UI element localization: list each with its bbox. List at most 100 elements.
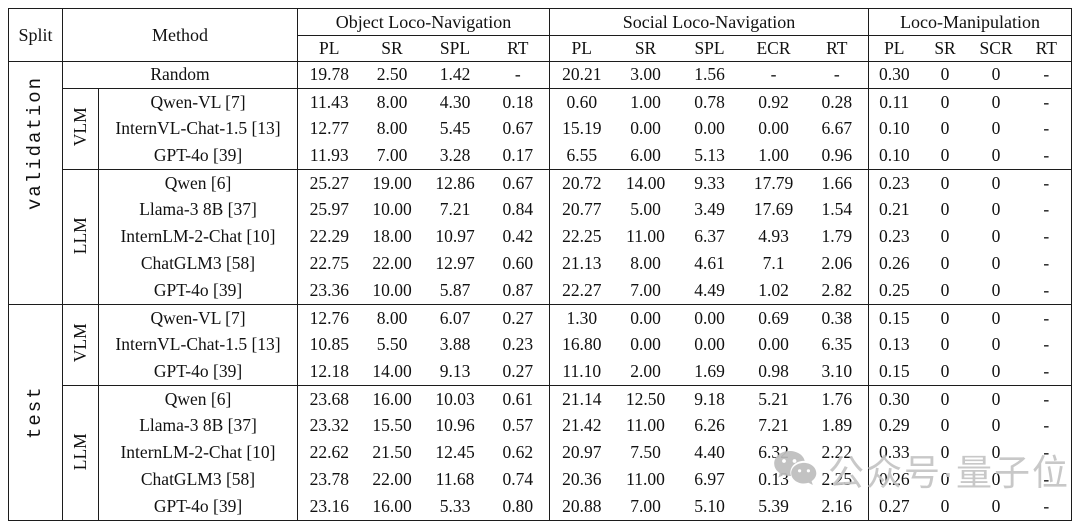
table-row: ChatGLM3 [58] 22.75 22.00 12.97 0.60 21.13 8.0…	[9, 250, 1072, 278]
metric-value-cell: 0.62	[486, 439, 551, 467]
metric-value-cell: 0.26	[878, 469, 910, 490]
metric-value-cell: 0.61	[486, 385, 551, 413]
split-label-cell: test	[8, 304, 63, 521]
metric-value-cell: 0.15	[868, 358, 920, 386]
metric-value-cell: 0.00	[694, 334, 725, 355]
metric-value-cell: 2.25	[805, 466, 870, 494]
group-header-object-loco-navigation: Object Loco-Navigation	[297, 8, 551, 36]
metric-value-cell: -	[1043, 226, 1050, 247]
metric-value-cell: 0	[991, 469, 1001, 490]
metric-value-cell: 22.75	[309, 253, 349, 274]
metric-value-cell: 20.36	[562, 469, 602, 490]
metric-value-cell: 23.32	[309, 415, 349, 436]
method-cell: Llama-3 8B [37]	[98, 412, 298, 440]
metric-value-cell: 9.18	[694, 388, 725, 409]
method-cell: InternVL-Chat-1.5 [13]	[98, 331, 298, 359]
table-row: ChatGLM3 [58] 23.78 22.00 11.68 0.74 20.36 11.…	[9, 466, 1072, 494]
metric-value-cell: 0	[991, 442, 1001, 463]
method-cell: InternLM-2-Chat [10]	[98, 439, 298, 467]
metric-value-cell: 12.76	[309, 307, 349, 328]
metric-value-cell: 1.66	[805, 169, 870, 197]
metric-value-cell: 0.15	[878, 307, 910, 328]
metric-value-cell: 6.07	[439, 307, 471, 328]
metric-value-cell: 10.00	[372, 199, 412, 220]
method-cell: Llama-3 8B [37]	[98, 196, 298, 224]
results-table: Split Method Object Loco-Navigation Soci…	[8, 8, 1073, 521]
metric-value-cell: 0.29	[878, 415, 910, 436]
metric-value-cell: 6.97	[694, 469, 725, 490]
metric-value-cell: 4.30	[439, 91, 471, 112]
method-cell: Random	[62, 61, 298, 89]
metric-value-cell: 7.00	[613, 493, 678, 521]
metric-value-cell: 11.43	[309, 91, 349, 112]
metric-value-cell: -	[741, 61, 806, 89]
metric-value-cell: 0.00	[758, 118, 789, 139]
metric-value-cell: 0	[970, 493, 1022, 521]
metric-value-cell: 7.1	[762, 253, 785, 274]
metric-value-cell: 0.18	[486, 88, 551, 116]
model-group-label: LLM	[69, 217, 90, 255]
metric-value-cell: 4.93	[758, 226, 789, 247]
metric-value-cell: 6.55	[549, 142, 614, 170]
metric-value-cell: 6.32	[758, 442, 789, 463]
metric-col-header: PL	[549, 35, 614, 62]
metric-value-cell: 12.50	[625, 388, 666, 409]
metric-col-header: SR	[360, 35, 424, 62]
metric-value-cell: 11.00	[626, 469, 665, 490]
metric-value-cell: -	[1043, 334, 1050, 355]
metric-value-cell: 0.74	[486, 466, 551, 494]
split-label: validation	[24, 75, 46, 210]
metric-value-cell: 4.49	[677, 277, 742, 305]
metric-col-header: PL	[868, 35, 920, 62]
metric-value-cell: 0	[940, 199, 950, 220]
metric-value-cell: 23.68	[309, 388, 349, 409]
metric-value-cell: 9.13	[423, 358, 487, 386]
col-header-method: Method	[62, 8, 298, 62]
metric-value-cell: 10.00	[360, 277, 424, 305]
metric-value-cell: -	[1043, 415, 1050, 436]
metric-value-cell: 0	[940, 118, 950, 139]
metric-value-cell: 20.72	[562, 172, 602, 193]
metric-value-cell: 3.00	[613, 61, 678, 89]
table-row: InternLM-2-Chat [10] 22.29 18.00 10.97 0.42 2…	[9, 223, 1072, 251]
metric-value-cell: 0.25	[868, 277, 920, 305]
metric-value-cell: 11.93	[297, 142, 361, 170]
model-group-label: VLM	[69, 323, 90, 363]
metric-value-cell: 3.88	[439, 334, 471, 355]
metric-value-cell: 5.39	[741, 493, 806, 521]
metric-value-cell: -	[1043, 469, 1050, 490]
table-row: InternVL-Chat-1.5 [13] 10.85 5.50 3.88 0.23 1…	[9, 331, 1072, 359]
metric-col-header: PL	[297, 35, 361, 62]
metric-value-cell: -	[1043, 199, 1050, 220]
metric-value-cell: 0	[940, 172, 950, 193]
table-row: Llama-3 8B [37] 23.32 15.50 10.96 0.57 21.42 1…	[9, 412, 1072, 440]
metric-value-cell: 21.14	[562, 388, 602, 409]
table-row: GPT-4o [39] 23.36 10.00 5.87 0.87 22.27 7.00 4.…	[9, 277, 1072, 305]
metric-value-cell: 0.87	[486, 277, 551, 305]
metric-col-header: SPL	[423, 35, 487, 62]
metric-value-cell: 6.37	[694, 226, 725, 247]
metric-value-cell: 6.00	[613, 142, 678, 170]
metric-value-cell: 0.23	[878, 172, 910, 193]
metric-value-cell: -	[1043, 118, 1050, 139]
metric-value-cell: 22.27	[549, 277, 614, 305]
metric-value-cell: 8.00	[376, 307, 408, 328]
table-row: Llama-3 8B [37] 25.97 10.00 7.21 0.84 20.77 5.…	[9, 196, 1072, 224]
metric-value-cell: 2.00	[613, 358, 678, 386]
metric-value-cell: 16.80	[562, 334, 602, 355]
metric-value-cell: 0.60	[486, 250, 551, 278]
metric-value-cell: 0.80	[486, 493, 551, 521]
metric-value-cell: 1.69	[677, 358, 742, 386]
metric-value-cell: 0.60	[566, 91, 598, 112]
metric-value-cell: 3.28	[423, 142, 487, 170]
header-row-metrics: PL SR SPL RT PL SR SPL ECR RT PL SR SCR …	[9, 35, 1072, 62]
metric-value-cell: 0.00	[630, 334, 661, 355]
method-cell: GPT-4o [39]	[98, 142, 298, 170]
metric-value-cell: 0	[991, 199, 1001, 220]
metric-value-cell: 18.00	[372, 226, 412, 247]
model-group-cell: LLM	[62, 169, 99, 305]
method-cell: GPT-4o [39]	[98, 277, 298, 305]
metric-value-cell: 0.00	[630, 118, 661, 139]
metric-value-cell: 0	[991, 307, 1001, 328]
metric-value-cell: 0.27	[486, 304, 551, 332]
